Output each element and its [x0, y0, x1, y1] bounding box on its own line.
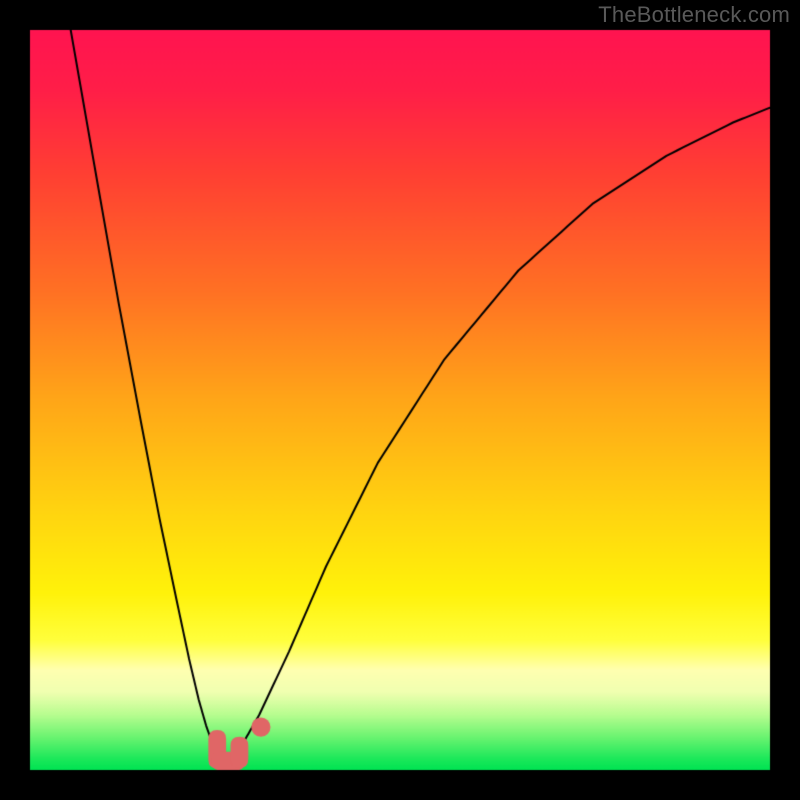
chart-canvas [0, 0, 800, 800]
stage: TheBottleneck.com [0, 0, 800, 800]
